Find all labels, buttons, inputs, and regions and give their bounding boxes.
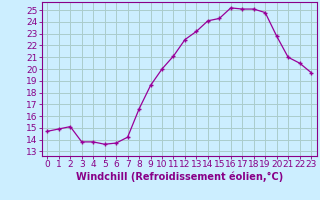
- X-axis label: Windchill (Refroidissement éolien,°C): Windchill (Refroidissement éolien,°C): [76, 172, 283, 182]
